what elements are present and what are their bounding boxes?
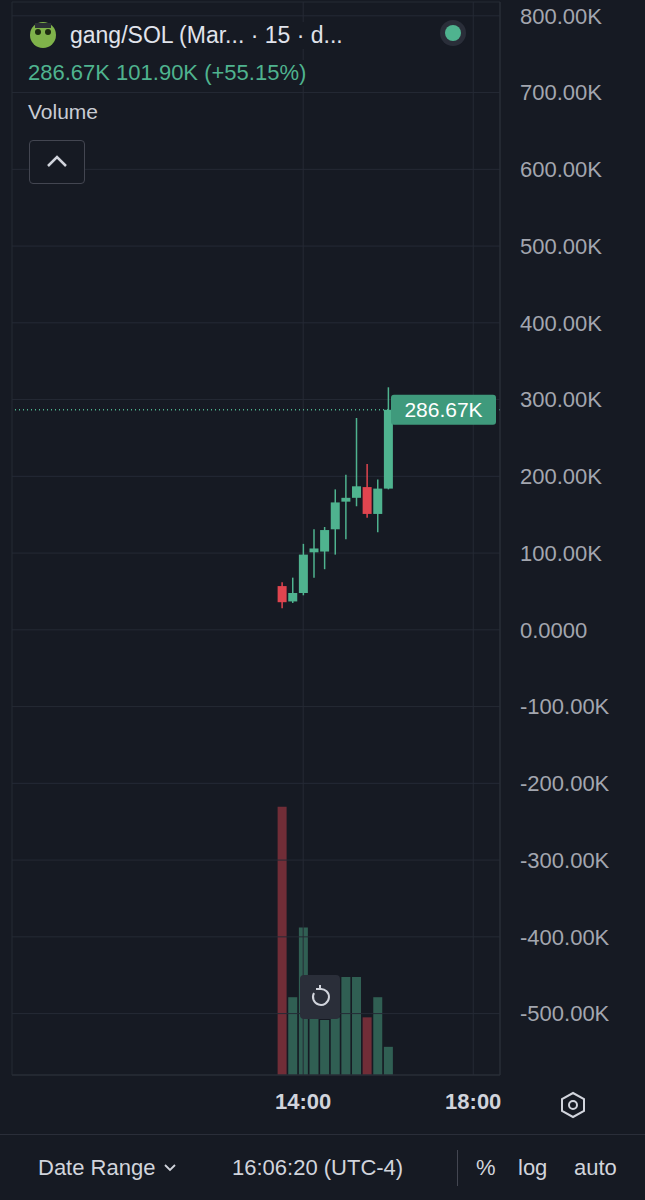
svg-text:600.00K: 600.00K (520, 157, 602, 182)
svg-text:200.00K: 200.00K (520, 464, 602, 489)
svg-text:-100.00K: -100.00K (520, 694, 610, 719)
svg-text:800.00K: 800.00K (520, 4, 602, 29)
html-text:gang/SOL (Mar... · 15 · d...: gang/SOL (Mar... · 15 · d... (70, 21, 343, 48)
svg-text:700.00K: 700.00K (520, 80, 602, 105)
svg-text:100.00K: 100.00K (520, 541, 602, 566)
svg-text:500.00K: 500.00K (520, 234, 602, 259)
svg-text:18:00: 18:00 (445, 1089, 501, 1114)
svg-text:286.67K: 286.67K (404, 398, 482, 421)
svg-text:-500.00K: -500.00K (520, 1001, 610, 1026)
svg-text:-300.00K: -300.00K (520, 848, 610, 873)
svg-text:-200.00K: -200.00K (520, 771, 610, 796)
html-text:log: log (518, 1155, 548, 1180)
svg-text:-400.00K: -400.00K (520, 925, 610, 950)
svg-text:0.0000: 0.0000 (520, 618, 587, 643)
svg-text:400.00K: 400.00K (520, 311, 602, 336)
html-text:auto: auto (574, 1155, 617, 1180)
html-text:16:06:20 (UTC-4): 16:06:20 (UTC-4) (232, 1155, 404, 1180)
html-text:Date Range: Date Range (38, 1155, 156, 1180)
html-text:286.67K 101.90K (+55.15%): 286.67K 101.90K (+55.15%) (28, 60, 307, 85)
svg-text:14:00: 14:00 (275, 1089, 331, 1114)
html-text:Volume: Volume (28, 100, 98, 123)
svg-text:300.00K: 300.00K (520, 387, 602, 412)
